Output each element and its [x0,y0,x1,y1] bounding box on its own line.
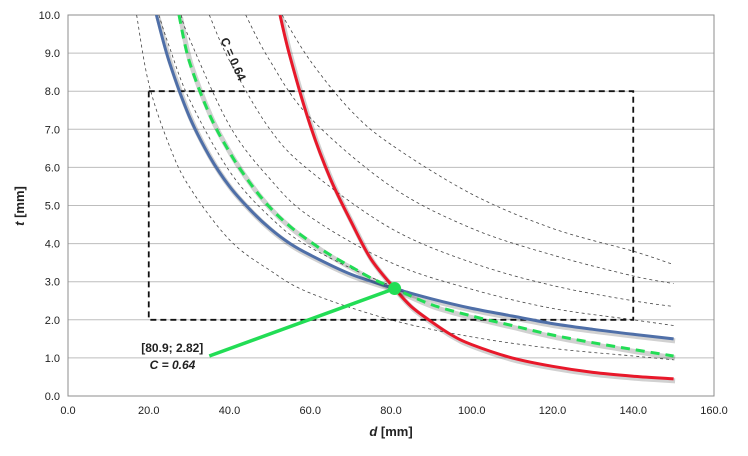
x-tick-label: 100.0 [458,405,486,417]
y-tick-label: 7.0 [45,124,60,136]
annotation-coords: [80.9; 2.82] [141,341,203,355]
x-axis-unit: [mm] [377,424,412,439]
plot-frame [67,14,715,397]
y-axis-label: t [mm] [12,186,27,226]
x-tick-label: 60.0 [300,405,321,417]
x-tick-label: 120.0 [539,405,567,417]
series-line-2 [177,15,674,358]
y-axis-unit: [mm] [12,186,27,221]
iso-curves [136,15,674,361]
intersection-point [388,282,402,296]
y-tick-label: 8.0 [45,86,60,98]
grid-layer [67,14,715,397]
iso-curve-5 [281,15,674,265]
y-tick-label: 6.0 [45,162,60,174]
y-tick-label: 10.0 [39,10,60,22]
tick-labels: 0.0 1.0 2.0 3.0 4.0 5.0 6.0 7.0 8.0 9.0 10.0 0.0 20.… [39,10,728,417]
iso-curve-0 [136,15,674,361]
leader-line [208,286,396,358]
series-line-0 [154,15,674,341]
series-shadow-2 [178,16,676,361]
design-box [147,90,635,321]
y-tick-label: 2.0 [45,315,60,327]
x-tick-label: 40.0 [219,405,240,417]
series-2 [177,15,676,361]
x-tick-label: 20.0 [138,405,159,417]
x-tick-label: 140.0 [619,405,647,417]
y-tick-label: 5.0 [45,201,60,213]
x-axis-var: d [369,424,378,439]
x-tick-label: 0.0 [60,405,75,417]
y-axis-var: t [12,221,27,226]
y-tick-label: 3.0 [45,277,60,289]
y-tick-label: 1.0 [45,353,60,365]
iso-curve-2 [180,15,674,326]
x-tick-label: 160.0 [700,405,728,417]
annotation-c-value: C = 0.64 [150,358,196,372]
series-layer [154,15,676,384]
iso-curve-3 [208,15,674,307]
series-0 [154,15,676,344]
design-box-layer [147,90,635,321]
series-line-1 [278,15,674,381]
series-1 [278,15,676,384]
x-axis-label: d [mm] [369,424,412,439]
y-tick-label: 4.0 [45,239,60,251]
iso-curve-4 [245,15,674,284]
y-tick-label: 9.0 [45,48,60,60]
y-tick-label: 0.0 [45,391,60,403]
curve-label: C = 0.64 [217,35,249,83]
x-tick-label: 80.0 [380,405,401,417]
